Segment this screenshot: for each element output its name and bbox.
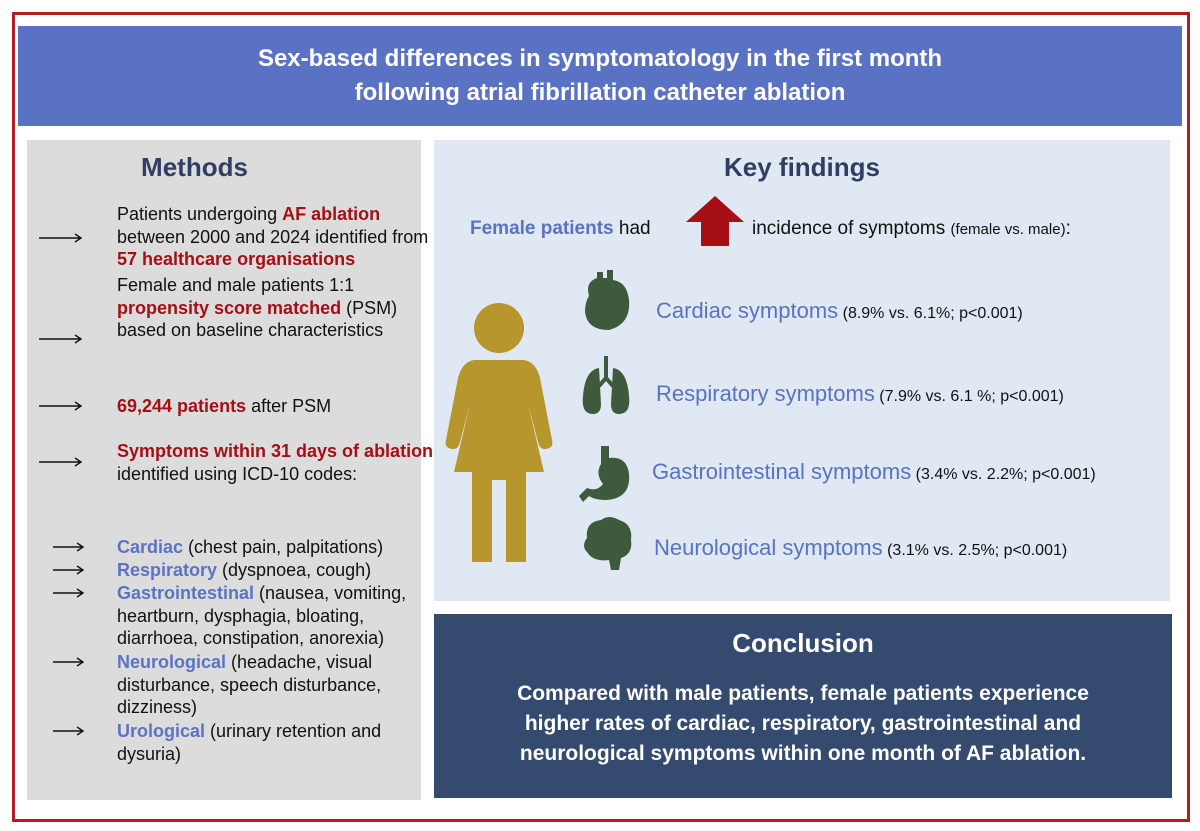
conclusion-text: Compared with male patients, female pati… (434, 679, 1172, 769)
text-run: (dyspnoea, cough) (217, 560, 372, 580)
finding: Respiratory symptoms (7.9% vs. 6.1 %; p<… (656, 381, 1064, 407)
text-run: Respiratory (117, 560, 218, 580)
text-run: Neurological (117, 652, 227, 672)
method-subitem: Urological (urinary retention and dysuri… (117, 720, 439, 765)
method-subitem: Neurological (headache, visual disturban… (117, 651, 439, 719)
method-item: Female and male patients 1:1 propensity … (117, 274, 439, 342)
finding: Cardiac symptoms (8.9% vs. 6.1%; p<0.001… (656, 298, 1023, 324)
intro-left: Female patients had (470, 218, 651, 240)
text-run: Patients undergoing (117, 204, 283, 224)
woman-figure (445, 303, 553, 562)
text-run: Female and male patients 1:1 (117, 275, 355, 295)
method-item: Symptoms within 31 days of ablation iden… (117, 440, 439, 485)
arrows (39, 233, 85, 736)
text-run: (PSM) based on baseline characteristics (117, 297, 398, 341)
text-run: 57 healthcare organisations (117, 249, 356, 269)
head (474, 303, 524, 353)
text-run: (urinary retention and dysuria) (117, 721, 382, 764)
finding-detail: (7.9% vs. 6.1 %; p<0.001) (879, 388, 1064, 405)
intro-verb: had (618, 218, 651, 239)
conclusion-heading: Conclusion (732, 628, 874, 658)
key-findings-heading: Key findings (723, 152, 880, 182)
arrow (39, 233, 83, 243)
up-arrow (686, 196, 744, 246)
intro-end: : (1065, 218, 1071, 239)
text-run: after PSM (246, 396, 332, 416)
arrow (53, 588, 85, 598)
finding-name: Cardiac symptoms (656, 298, 839, 323)
text-run: AF ablation (282, 204, 381, 224)
conclusion-line: neurological symptoms within one month o… (519, 742, 1087, 765)
finding-name: Gastrointestinal symptoms (652, 459, 912, 484)
method-subitem: Cardiac (chest pain, palpitations) (117, 536, 439, 559)
methods-heading: Methods (141, 152, 248, 182)
intro-note: (female vs. male) (950, 221, 1066, 238)
intro-subject: Female patients (470, 218, 614, 239)
title-line: following atrial fibrillation catheter a… (354, 79, 846, 106)
text-run: Symptoms within 31 days of ablation (117, 441, 434, 461)
text-run: (nausea, vomiting, heartburn, dysphagia,… (117, 583, 407, 648)
arrow (53, 565, 85, 575)
finding: Gastrointestinal symptoms (3.4% vs. 2.2%… (652, 459, 1096, 485)
conclusion-line: higher rates of cardiac, respiratory, ga… (524, 712, 1082, 735)
lungs-icon (582, 368, 630, 414)
conclusion-panel: Conclusion Compared with male patients, … (434, 614, 1172, 798)
arrow (39, 401, 83, 411)
arrow-group (39, 233, 85, 736)
arrow (53, 542, 85, 552)
text-run: Cardiac (117, 537, 184, 557)
title-line: Sex-based differences in symptomatology … (257, 45, 943, 72)
intro-right: incidence of symptoms (female vs. male): (752, 218, 1071, 240)
arrow (39, 457, 83, 467)
finding: Neurological symptoms (3.1% vs. 2.5%; p<… (654, 535, 1067, 561)
title-banner: Sex-based differences in symptomatology … (18, 26, 1182, 126)
method-item: Patients undergoing AF ablation between … (117, 203, 439, 271)
arrow (39, 334, 83, 344)
key-findings-panel: Key findings Female patients had inciden… (434, 140, 1170, 601)
body (445, 360, 553, 562)
text-run: (headache, visual disturbance, speech di… (117, 652, 382, 717)
text-run: between 2000 and 2024 identified from (117, 226, 429, 247)
text-run: Urological (117, 721, 206, 741)
method-subitem: Respiratory (dyspnoea, cough) (117, 559, 439, 582)
finding-detail: (3.4% vs. 2.2%; p<0.001) (915, 466, 1096, 483)
finding-name: Neurological symptoms (654, 535, 883, 560)
methods-panel: Methods Patients undergoing AF ablation … (27, 140, 433, 800)
finding-detail: (3.1% vs. 2.5%; p<0.001) (887, 542, 1068, 559)
outer-border (12, 12, 1190, 822)
up-arrow-shape (686, 196, 744, 246)
text-run: (chest pain, palpitations) (183, 537, 384, 557)
brain-icon (584, 517, 632, 570)
method-item: 69,244 patients after PSM (117, 395, 439, 418)
intro-rest: incidence of symptoms (752, 218, 946, 239)
trachea (597, 356, 615, 388)
method-subitem: Gastrointestinal (nausea, vomiting, hear… (117, 582, 439, 650)
stomach-icon (579, 446, 630, 502)
text-run: propensity score matched (117, 297, 342, 318)
text-run: identified using ICD-10 codes: (117, 463, 358, 484)
symptom-icons (579, 270, 632, 570)
heart-icon (585, 270, 630, 330)
text-run: Gastrointestinal (117, 583, 255, 603)
text-run: 69,244 patients (117, 396, 247, 416)
conclusion-line: Compared with male patients, female pati… (517, 682, 1089, 705)
finding-detail: (8.9% vs. 6.1%; p<0.001) (842, 305, 1023, 322)
arrow (53, 657, 85, 667)
finding-name: Respiratory symptoms (656, 381, 875, 406)
arrow (53, 726, 85, 736)
